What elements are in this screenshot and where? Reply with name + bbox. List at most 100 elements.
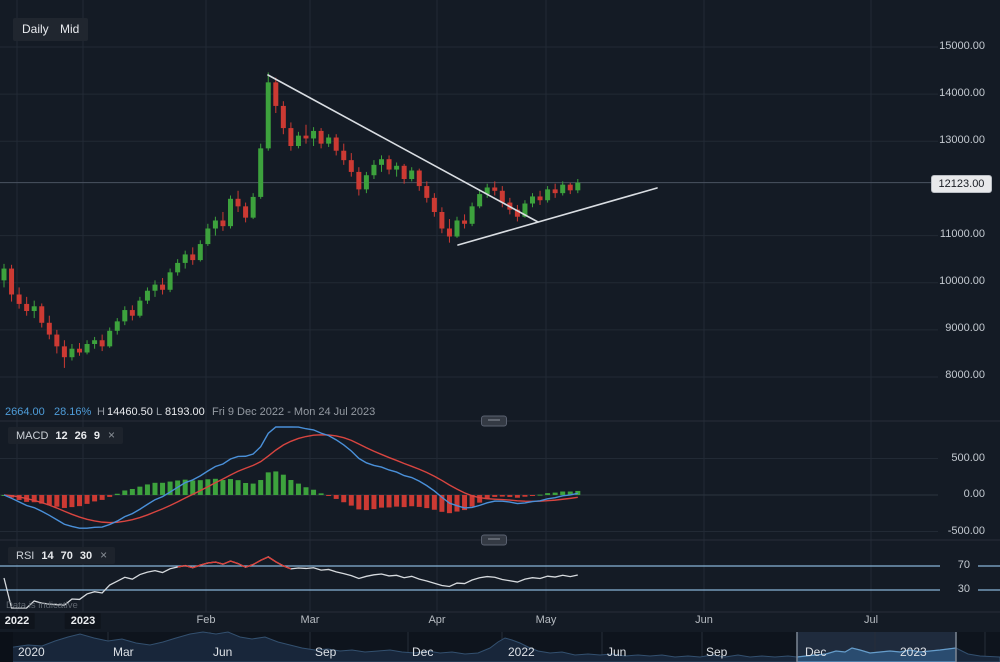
macd-axis-label: -500.00: [947, 525, 985, 537]
rsi-overbought-segment: [215, 561, 224, 565]
candle-body: [273, 82, 279, 106]
navigator-label: 2020: [18, 645, 45, 659]
time-axis-year: 2023: [64, 613, 102, 629]
candle-body: [122, 310, 128, 322]
macd-histogram-bar: [107, 495, 113, 497]
rsi-series[interactable]: [0, 556, 1000, 609]
macd-histogram-bar: [31, 495, 37, 503]
candle-body: [567, 184, 573, 191]
time-axis-month: Mar: [300, 614, 320, 626]
macd-histogram-bar: [99, 495, 105, 500]
macd-histogram-bar: [537, 494, 543, 496]
navigator-label: Dec: [412, 645, 434, 659]
navigator-label: 2022: [508, 645, 535, 659]
candle-body: [92, 340, 98, 344]
high-value: 14460.50: [107, 406, 153, 418]
current-price-badge: 12123.00: [931, 175, 992, 193]
macd-histogram-bar: [182, 479, 188, 495]
price-axis-label: 14000.00: [939, 87, 985, 99]
candle-body: [77, 348, 82, 353]
price-type-button[interactable]: Mid: [51, 18, 89, 41]
candlestick-series[interactable]: [1, 72, 581, 368]
low-value: 8193.00: [165, 406, 205, 418]
candle-body: [401, 165, 407, 179]
candle-body: [530, 196, 535, 204]
low-label: L: [156, 406, 163, 418]
rsi-overbought-segment: [237, 563, 246, 568]
candle-body: [160, 284, 166, 290]
macd-param-fast: 12: [55, 430, 68, 442]
candle-body: [182, 254, 188, 263]
candle-body: [9, 268, 15, 295]
candle-body: [197, 244, 203, 261]
macd-histogram-bar: [492, 495, 498, 497]
price-axis-label: 11000.00: [939, 228, 985, 240]
macd-histogram-bar: [39, 495, 45, 504]
macd-histogram-bar: [477, 495, 483, 503]
macd-close-icon[interactable]: ×: [108, 428, 116, 442]
navigator-label: Sep: [706, 645, 728, 659]
trendline: [457, 187, 658, 246]
candle-body: [416, 170, 422, 187]
macd-histogram-bar: [250, 483, 256, 495]
change-percent: 28.16%: [54, 406, 92, 418]
macd-histogram-bar: [552, 492, 558, 495]
macd-histogram-bar: [258, 480, 264, 495]
candle-body: [371, 164, 377, 176]
timeframe-button[interactable]: Daily: [13, 18, 58, 41]
macd-histogram-bar: [318, 493, 324, 495]
macd-histogram-bar: [46, 495, 52, 506]
macd-series[interactable]: [1, 426, 581, 529]
macd-param-slow: 26: [74, 430, 87, 442]
candle-body: [537, 196, 543, 201]
candle-body: [24, 303, 30, 311]
candle-body: [1, 268, 7, 281]
candle-body: [514, 209, 520, 217]
trendlines[interactable]: [267, 74, 658, 246]
candle-body: [243, 206, 249, 218]
candle-body: [409, 170, 415, 179]
candle-body: [379, 159, 384, 165]
navigator-label: 2023: [900, 645, 927, 659]
macd-histogram-bar: [77, 495, 82, 507]
macd-label: MACD: [16, 430, 49, 442]
macd-histogram-bar: [514, 495, 520, 498]
macd-histogram-bar: [243, 482, 249, 495]
candle-body: [152, 284, 158, 291]
candle-body: [31, 306, 37, 311]
rsi-overbought-segment: [252, 559, 262, 566]
candle-body: [484, 187, 490, 195]
panel-resize-grip-macd[interactable]: [481, 415, 507, 427]
macd-histogram-bar: [160, 482, 166, 495]
macd-histogram-bar: [212, 478, 218, 495]
rsi-param-period: 14: [41, 550, 54, 562]
candle-body: [348, 160, 354, 172]
gridlines: [0, 0, 1000, 613]
macd-histogram-bar: [326, 495, 332, 496]
rsi-close-icon[interactable]: ×: [100, 548, 108, 562]
trendline: [267, 74, 539, 223]
macd-histogram-bar: [484, 495, 490, 500]
high-label: H: [97, 406, 105, 418]
candle-body: [114, 321, 120, 331]
panel-resize-grip-rsi[interactable]: [481, 534, 507, 546]
candle-body: [212, 220, 218, 229]
candle-body: [424, 186, 430, 198]
candle-body: [318, 130, 324, 144]
candle-body: [54, 334, 60, 347]
status-bar: 2664.00 28.16% H 14460.50 L 8193.00 Fri …: [0, 406, 900, 422]
candle-body: [341, 150, 347, 161]
navigator-label: Jun: [607, 645, 627, 659]
macd-histogram-bar: [416, 495, 422, 507]
navigator-left-gutter: [0, 632, 13, 662]
macd-histogram-bar: [144, 484, 150, 495]
candle-body: [386, 159, 392, 170]
navigator-area-selected: [797, 647, 956, 662]
price-axis-label: 9000.00: [945, 322, 985, 334]
candle-body: [61, 346, 67, 358]
candle-body: [205, 228, 211, 245]
navigator-chart[interactable]: [0, 631, 1000, 662]
macd-histogram-bar: [54, 495, 60, 507]
